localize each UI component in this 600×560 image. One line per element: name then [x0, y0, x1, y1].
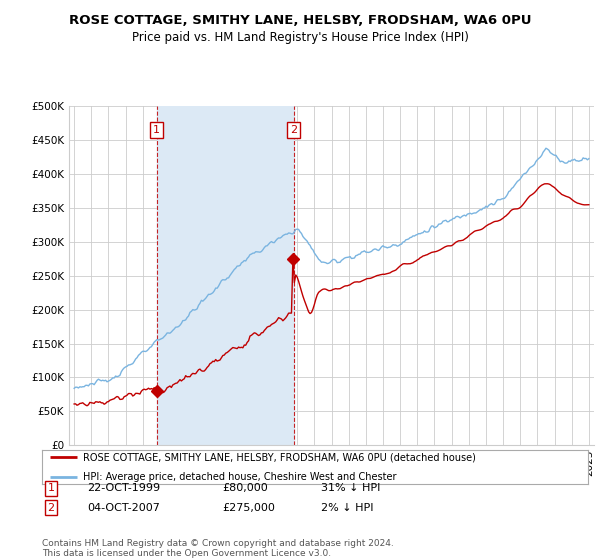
Text: £275,000: £275,000 — [222, 503, 275, 513]
Text: 1: 1 — [47, 483, 55, 493]
Bar — [157, 106, 293, 445]
Text: ROSE COTTAGE, SMITHY LANE, HELSBY, FRODSHAM, WA6 0PU: ROSE COTTAGE, SMITHY LANE, HELSBY, FRODS… — [69, 14, 531, 27]
Text: 04-OCT-2007: 04-OCT-2007 — [87, 503, 160, 513]
Text: £80,000: £80,000 — [222, 483, 268, 493]
Text: 2: 2 — [290, 125, 297, 135]
Text: 2: 2 — [47, 503, 55, 513]
Text: Price paid vs. HM Land Registry's House Price Index (HPI): Price paid vs. HM Land Registry's House … — [131, 31, 469, 44]
Text: 2% ↓ HPI: 2% ↓ HPI — [321, 503, 373, 513]
Text: 31% ↓ HPI: 31% ↓ HPI — [321, 483, 380, 493]
Text: 1: 1 — [153, 125, 160, 135]
Text: 22-OCT-1999: 22-OCT-1999 — [87, 483, 160, 493]
Text: ROSE COTTAGE, SMITHY LANE, HELSBY, FRODSHAM, WA6 0PU (detached house): ROSE COTTAGE, SMITHY LANE, HELSBY, FRODS… — [83, 452, 476, 463]
Text: HPI: Average price, detached house, Cheshire West and Chester: HPI: Average price, detached house, Ches… — [83, 472, 397, 482]
Text: Contains HM Land Registry data © Crown copyright and database right 2024.
This d: Contains HM Land Registry data © Crown c… — [42, 539, 394, 558]
